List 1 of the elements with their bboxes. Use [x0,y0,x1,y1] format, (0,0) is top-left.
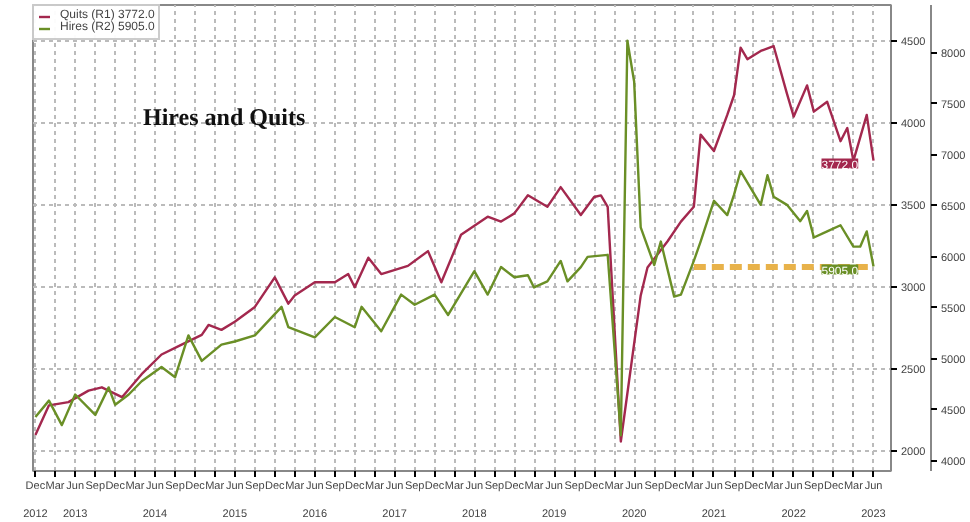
text: Hires and Quits [143,103,306,131]
